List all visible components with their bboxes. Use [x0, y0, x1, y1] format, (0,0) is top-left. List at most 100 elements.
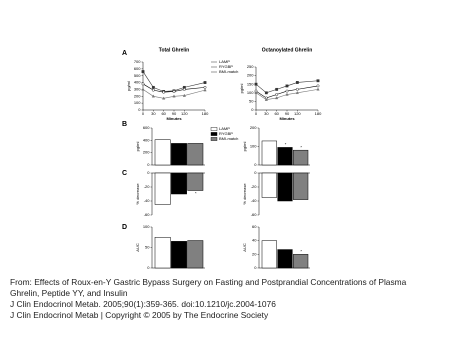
- x-tick-label: 0: [255, 111, 258, 116]
- bar: [261, 140, 277, 166]
- y-tick-label: 600: [134, 66, 141, 71]
- bar: [277, 249, 293, 269]
- x-tick-label: 120: [181, 111, 188, 116]
- y-axis-label: pg/ml: [242, 141, 247, 151]
- y-axis-label: pg/ml: [239, 83, 244, 93]
- bar: [187, 172, 204, 191]
- legend-label: RYGBP: [219, 131, 233, 136]
- y-tick-label: -20: [251, 184, 258, 189]
- series-line: [142, 89, 206, 99]
- y-tick-label: 400: [143, 137, 150, 142]
- significance-mark: *: [300, 144, 302, 149]
- caption-line: Ghrelin, Peptide YY, and Insulin: [10, 288, 128, 298]
- point: [275, 96, 279, 100]
- y-tick-label: 0: [254, 170, 257, 175]
- y-tick-label: 100: [134, 100, 141, 105]
- y-tick-label: 0: [254, 265, 257, 270]
- significance-mark: *: [285, 141, 287, 146]
- point: [295, 81, 299, 84]
- point: [162, 96, 166, 100]
- y-tick-label: 700: [134, 59, 141, 64]
- y-axis-label: % decrease: [135, 183, 140, 205]
- bar: [187, 240, 204, 269]
- y-tick-label: -60: [144, 212, 151, 217]
- x-axis-label: Minutes: [166, 116, 182, 121]
- y-axis-label: % decrease: [242, 183, 247, 205]
- bar: [293, 149, 309, 166]
- point: [151, 94, 155, 98]
- point: [295, 87, 299, 91]
- chart-title: Octanoylated Ghrelin: [262, 47, 313, 53]
- panel-label: D: [122, 224, 127, 231]
- x-axis-label: Minutes: [279, 116, 295, 121]
- point: [316, 84, 320, 88]
- panel-label: B: [122, 121, 127, 128]
- bar: [154, 139, 171, 166]
- bar: [277, 147, 293, 166]
- point: [285, 84, 289, 88]
- bar: [293, 172, 309, 200]
- x-tick-label: 0: [142, 111, 145, 116]
- bar: [277, 172, 293, 202]
- y-tick-label: 60: [252, 224, 257, 229]
- series-line: [255, 85, 319, 99]
- point: [285, 89, 289, 93]
- legend-swatch: [210, 137, 218, 141]
- y-axis-label: pg/ml: [126, 81, 131, 91]
- y-tick-label: 300: [134, 86, 141, 91]
- y-tick-label: 0: [147, 265, 150, 270]
- series-line: [255, 80, 319, 94]
- point: [182, 88, 186, 91]
- legend-swatch: [210, 132, 218, 136]
- y-tick-label: 40: [252, 238, 257, 243]
- x-tick-label: 120: [294, 111, 301, 116]
- point: [172, 90, 176, 93]
- point: [275, 87, 279, 91]
- series-line: [255, 89, 319, 100]
- y-tick-label: 50: [249, 98, 254, 103]
- y-tick-label: 0: [254, 162, 257, 167]
- point: [162, 90, 166, 94]
- point: [285, 92, 289, 96]
- point: [151, 85, 155, 89]
- bar: [261, 172, 277, 198]
- legend-label: RYGBP: [219, 64, 233, 69]
- y-tick-label: 0: [251, 107, 254, 112]
- bar: [171, 143, 187, 166]
- panel-label: A: [122, 50, 127, 57]
- point: [254, 90, 258, 94]
- x-tick-label: 90: [172, 111, 177, 116]
- y-tick-label: 100: [143, 224, 150, 229]
- point: [316, 87, 320, 91]
- point: [316, 79, 320, 83]
- caption-line: From: Effects of Roux-en-Y Gastric Bypas…: [10, 277, 407, 287]
- point: [203, 88, 207, 92]
- x-tick-label: 30: [264, 111, 269, 116]
- legend-label: LAMP: [219, 126, 230, 131]
- x-tick-label: 30: [151, 111, 156, 116]
- point: [141, 82, 145, 86]
- point: [151, 88, 155, 92]
- y-tick-label: -20: [144, 184, 151, 189]
- bar: [187, 143, 204, 166]
- y-tick-label: 400: [134, 80, 141, 85]
- y-tick-label: 100: [247, 90, 254, 95]
- y-tick-label: 100: [250, 144, 257, 149]
- series-line: [142, 71, 206, 92]
- point: [182, 93, 186, 97]
- legend-label: BMI-match: [219, 136, 238, 141]
- y-tick-label: 200: [143, 150, 150, 155]
- point: [141, 70, 145, 74]
- y-tick-label: 20: [252, 251, 257, 256]
- point: [264, 91, 268, 95]
- x-tick-label: 60: [161, 111, 166, 116]
- bar: [154, 172, 171, 205]
- significance-mark: *: [300, 248, 302, 253]
- y-tick-label: 600: [143, 125, 150, 130]
- point: [295, 90, 299, 94]
- y-tick-label: -40: [251, 198, 258, 203]
- y-tick-label: 150: [247, 81, 254, 86]
- panel-label: C: [122, 170, 127, 177]
- point: [203, 81, 207, 84]
- y-axis-label: AUC: [242, 243, 247, 252]
